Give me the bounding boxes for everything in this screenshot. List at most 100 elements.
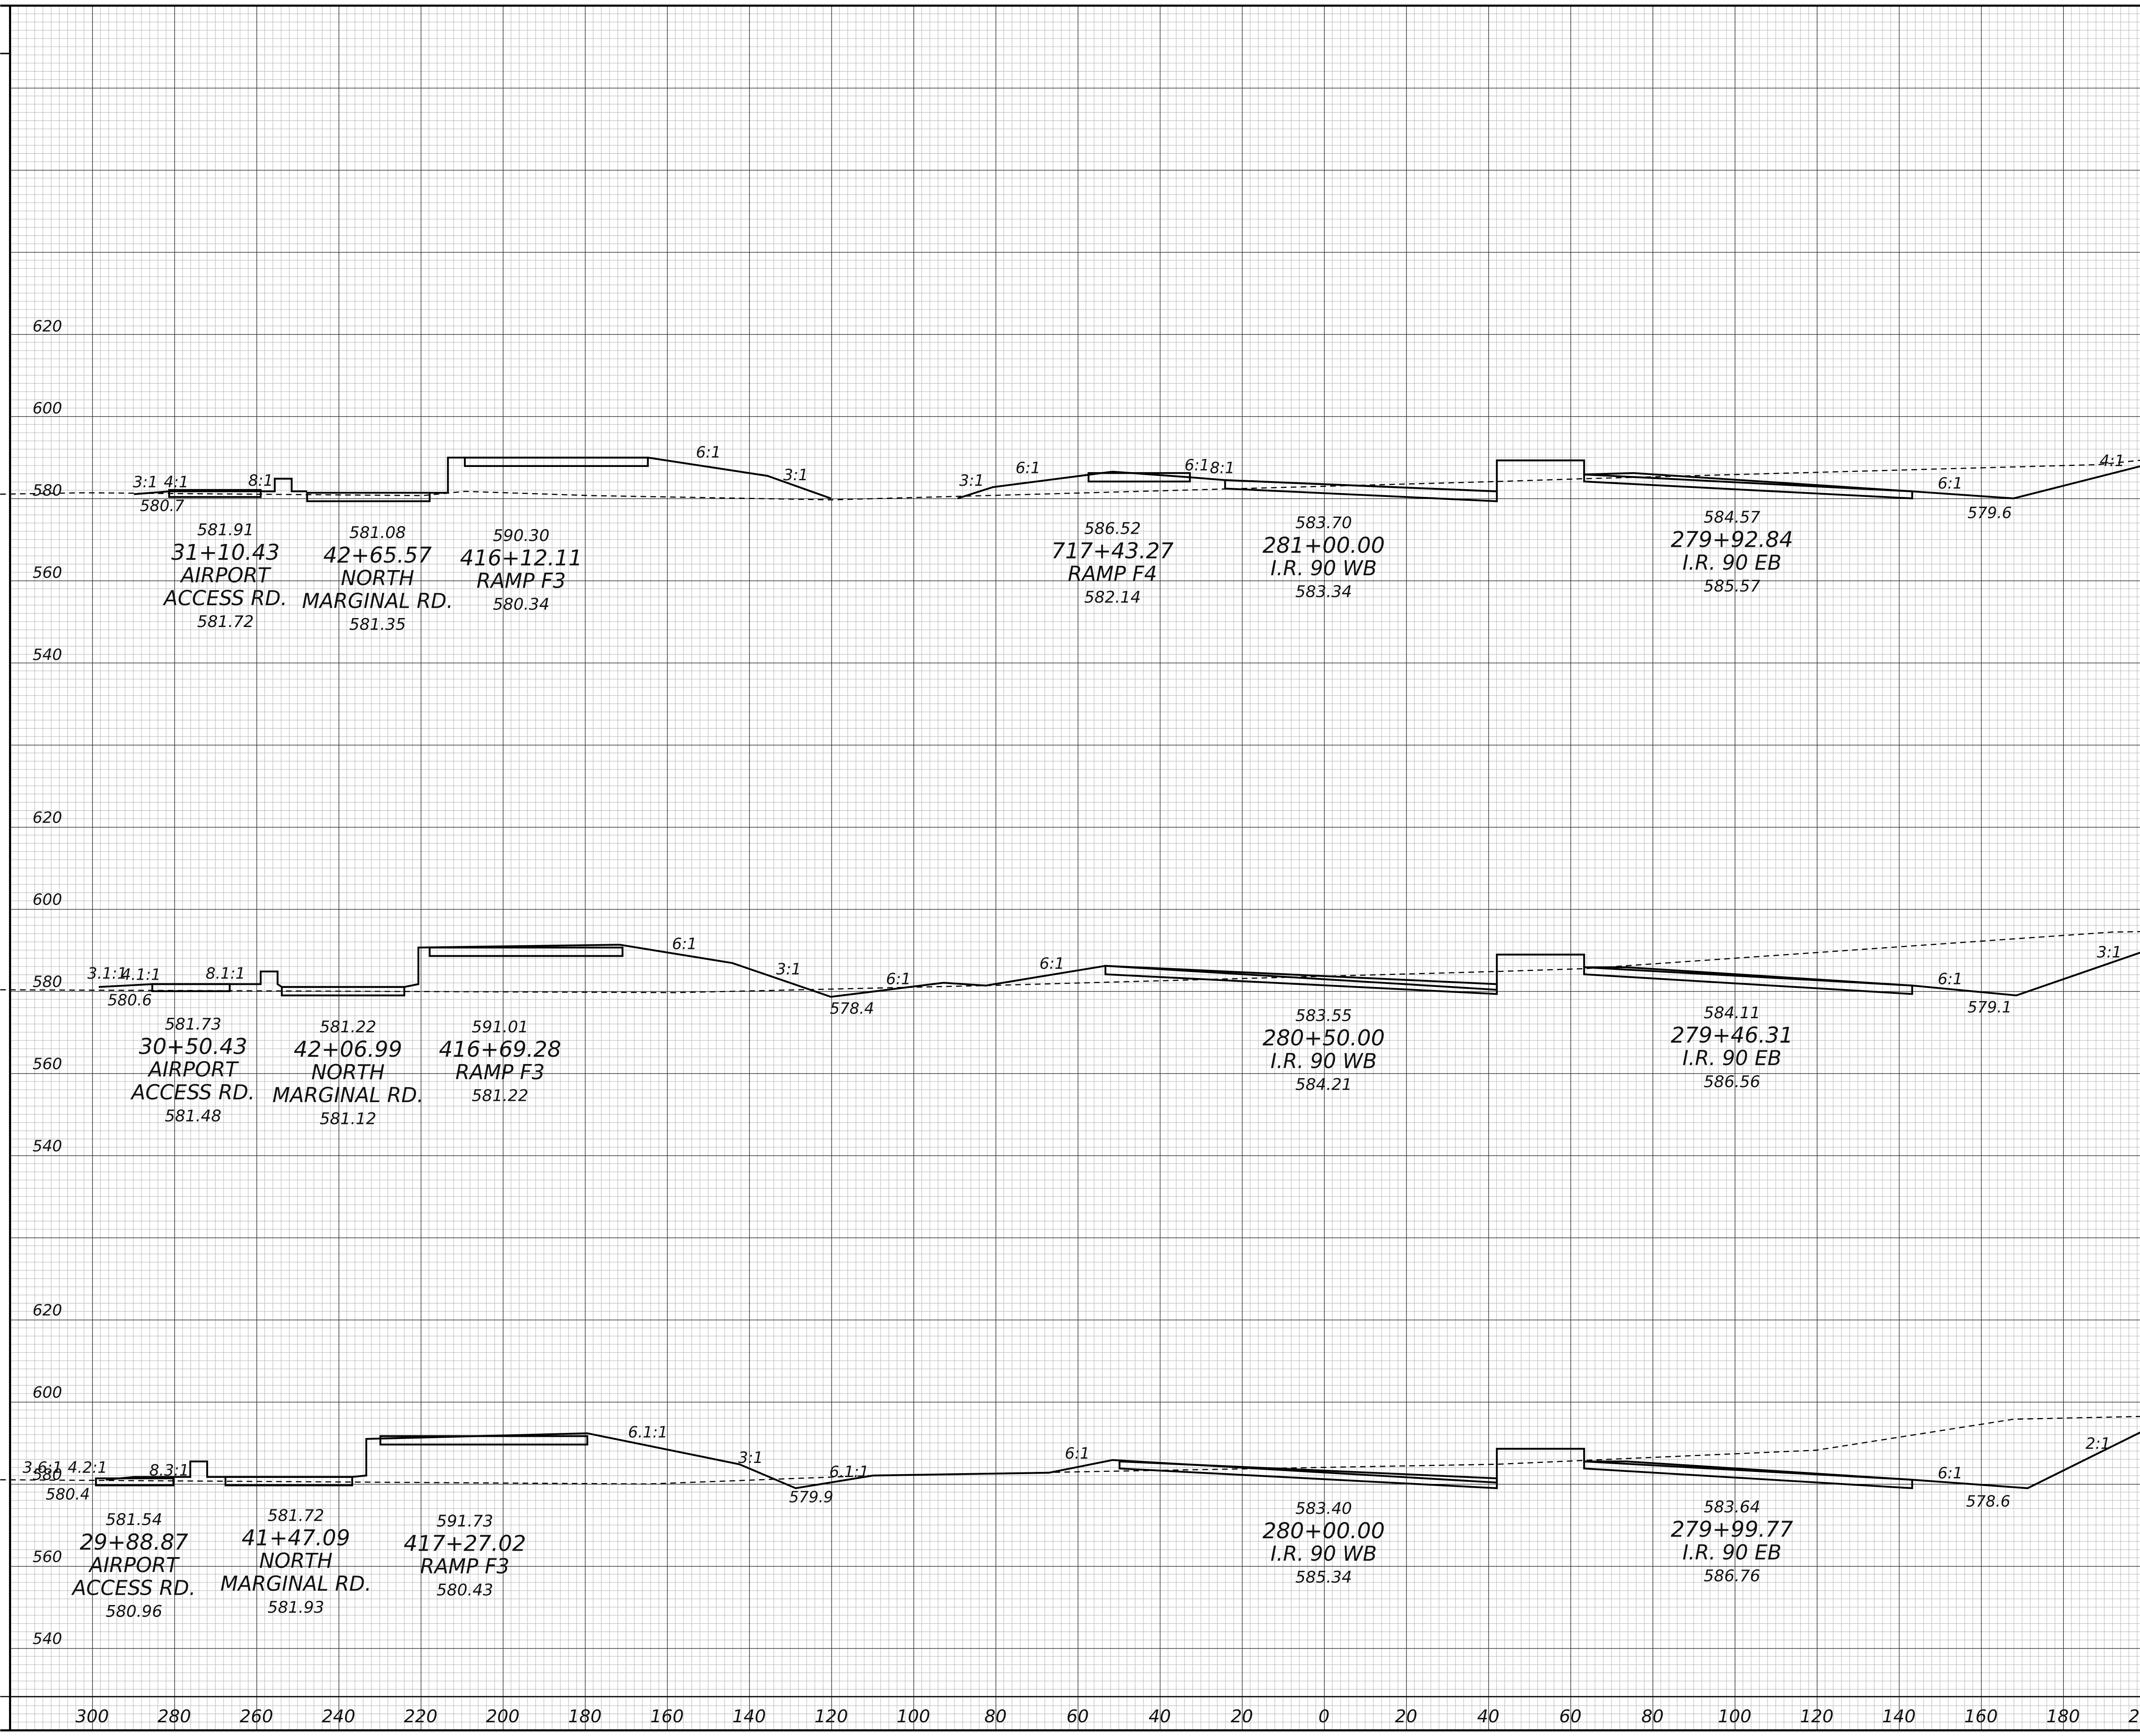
- station-label: 586.56: [1703, 1072, 1760, 1091]
- pavement: [1583, 1460, 1913, 1489]
- station-label: 586.52: [1084, 519, 1141, 538]
- annotation: 2:1: [2086, 1434, 2110, 1453]
- station-label: 581.08: [349, 523, 406, 542]
- pavement: [1104, 965, 1498, 995]
- station-label: 583.55: [1296, 1006, 1352, 1025]
- elevation-label: 600: [33, 399, 62, 417]
- elevation-label: 560: [33, 563, 62, 582]
- station-label: 580.96: [106, 1602, 162, 1621]
- pavement: [1583, 473, 1913, 499]
- annotation: 4:1: [164, 473, 189, 491]
- offset-label: 160: [650, 1706, 684, 1727]
- station-label: 583.70: [1296, 513, 1352, 532]
- pavement: [428, 946, 624, 957]
- station-label: 581.93: [268, 1598, 324, 1617]
- station-label: RAMP F3: [420, 1555, 510, 1578]
- annotation: 3.1:1: [87, 964, 127, 982]
- offset-label: 140: [1882, 1706, 1915, 1727]
- annotation: 8.1:1: [205, 964, 245, 982]
- offset-label: 180: [568, 1706, 601, 1727]
- grid: [10, 6, 2140, 1730]
- elevation-label: 620: [33, 808, 62, 826]
- annotation: 8.3:1: [149, 1461, 189, 1480]
- offset-label: 80: [1641, 1706, 1664, 1727]
- annotation: 6:1: [1938, 474, 1962, 493]
- elevation-label: 560: [33, 1055, 62, 1073]
- section-1-profile: [0, 456, 2140, 502]
- station-label: 586.76: [1703, 1566, 1760, 1585]
- pavement: [306, 492, 431, 502]
- annotation: 6:1: [1065, 1444, 1090, 1463]
- pavement: [151, 983, 231, 992]
- elevation-label: 620: [33, 317, 62, 335]
- proposed-grade: [106, 1432, 1497, 1489]
- annotation: 6:1: [696, 443, 721, 461]
- station-label: I.R. 90 EB: [1682, 551, 1781, 575]
- station-label: 279+99.77: [1671, 1517, 1793, 1543]
- station-label: 281+00.00: [1263, 533, 1385, 558]
- annotation: 4.1:1: [121, 966, 161, 984]
- station-label: 417+27.02: [404, 1531, 526, 1557]
- station-label: 591.01: [472, 1017, 528, 1036]
- station-label: 581.22: [320, 1017, 376, 1036]
- annotation: 6:1: [886, 970, 911, 988]
- offset-label: 160: [1964, 1706, 1997, 1727]
- annotation: 8:1: [248, 471, 273, 490]
- offset-label: 200: [2128, 1706, 2140, 1727]
- annotation: 3:1: [776, 960, 801, 978]
- station-label: 582.14: [1084, 588, 1141, 606]
- station-label: 580.34: [493, 595, 549, 614]
- offset-label: 60: [1559, 1706, 1581, 1727]
- offset-label: 240: [322, 1706, 355, 1727]
- station-label: RAMP F3: [455, 1061, 545, 1085]
- station-label: 280+50.00: [1263, 1026, 1385, 1051]
- offset-label: 140: [732, 1706, 766, 1727]
- annotation: 580.7: [140, 496, 184, 515]
- proposed-grade: [1496, 1431, 2140, 1489]
- station-label: NORTH: [341, 567, 414, 590]
- proposed-grade: [1496, 459, 2140, 499]
- station-label: 581.54: [106, 1510, 162, 1529]
- station-label: 581.35: [349, 615, 406, 634]
- station-label: ACCESS RD.: [130, 1081, 255, 1105]
- station-label: I.R. 90 EB: [1682, 1541, 1781, 1564]
- offset-label: 0: [1318, 1706, 1329, 1727]
- station-label: I.R. 90 WB: [1270, 1049, 1376, 1073]
- offset-label: 60: [1067, 1706, 1089, 1727]
- station-label: 581.12: [320, 1109, 376, 1128]
- annotation: 3.6:1: [23, 1458, 62, 1477]
- offset-label: 200: [486, 1706, 519, 1727]
- offset-label: 120: [814, 1706, 848, 1727]
- annotation: 3:1: [2097, 943, 2122, 961]
- station-label: 584.21: [1296, 1075, 1352, 1094]
- elevation-label: 560: [33, 1547, 62, 1566]
- annotation: 3:1: [959, 471, 984, 490]
- station-label: RAMP F4: [1068, 562, 1157, 586]
- offset-label: 40: [1149, 1706, 1171, 1727]
- station-label: 583.64: [1703, 1498, 1760, 1516]
- annotation: 579.1: [1968, 998, 2012, 1016]
- station-label: 584.11: [1703, 1003, 1760, 1022]
- annotation: 578.4: [830, 999, 874, 1018]
- offset-label: 180: [2046, 1706, 2080, 1727]
- station-label: I.R. 90 WB: [1270, 1543, 1376, 1566]
- station-label: I.R. 90 WB: [1270, 557, 1376, 580]
- station-label: 31+10.43: [171, 540, 279, 565]
- station-label: 581.72: [197, 612, 254, 631]
- offset-label: 20: [1230, 1706, 1253, 1727]
- pavement: [1583, 966, 1913, 995]
- offset-label: 280: [158, 1706, 191, 1727]
- station-label: ACCESS RD.: [163, 587, 287, 610]
- existing-ground: [0, 460, 2140, 501]
- elevation-label: 540: [33, 1137, 62, 1155]
- station-label: NORTH: [311, 1061, 384, 1085]
- annotation: 4:1: [2100, 452, 2125, 470]
- annotation: 4.2:1: [68, 1458, 107, 1477]
- station-label: RAMP F3: [476, 570, 566, 593]
- station-label: 29+88.87: [80, 1530, 188, 1555]
- annotation: 6:1: [1185, 456, 1210, 474]
- offset-label: 300: [75, 1706, 109, 1727]
- elevation-label: 580: [33, 972, 62, 991]
- station-label: AIRPORT: [147, 1058, 239, 1082]
